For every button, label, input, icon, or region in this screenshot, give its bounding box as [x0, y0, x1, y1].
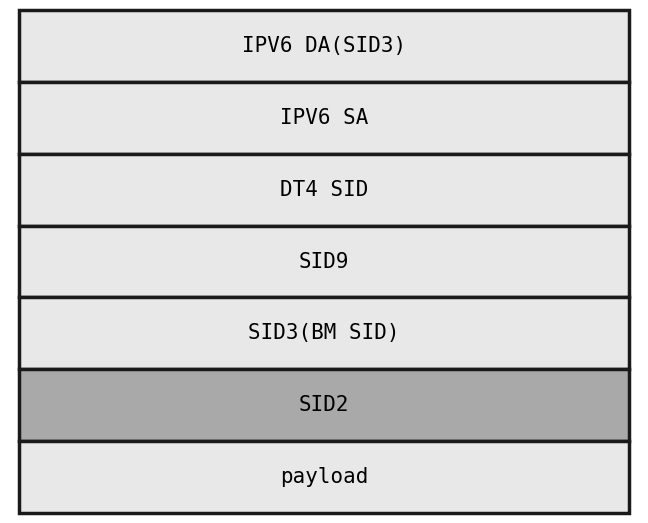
Text: IPV6 SA: IPV6 SA — [280, 108, 368, 128]
Bar — [19, 10, 629, 82]
Bar — [19, 441, 629, 513]
Text: SID2: SID2 — [299, 395, 349, 415]
Text: SID9: SID9 — [299, 252, 349, 271]
Text: payload: payload — [280, 467, 368, 487]
Bar — [19, 82, 629, 154]
Bar — [19, 225, 629, 298]
Bar — [19, 154, 629, 225]
Text: DT4 SID: DT4 SID — [280, 180, 368, 200]
Bar — [19, 369, 629, 441]
Text: IPV6 DA(SID3): IPV6 DA(SID3) — [242, 36, 406, 56]
Text: SID3(BM SID): SID3(BM SID) — [248, 323, 400, 343]
Bar — [19, 298, 629, 369]
